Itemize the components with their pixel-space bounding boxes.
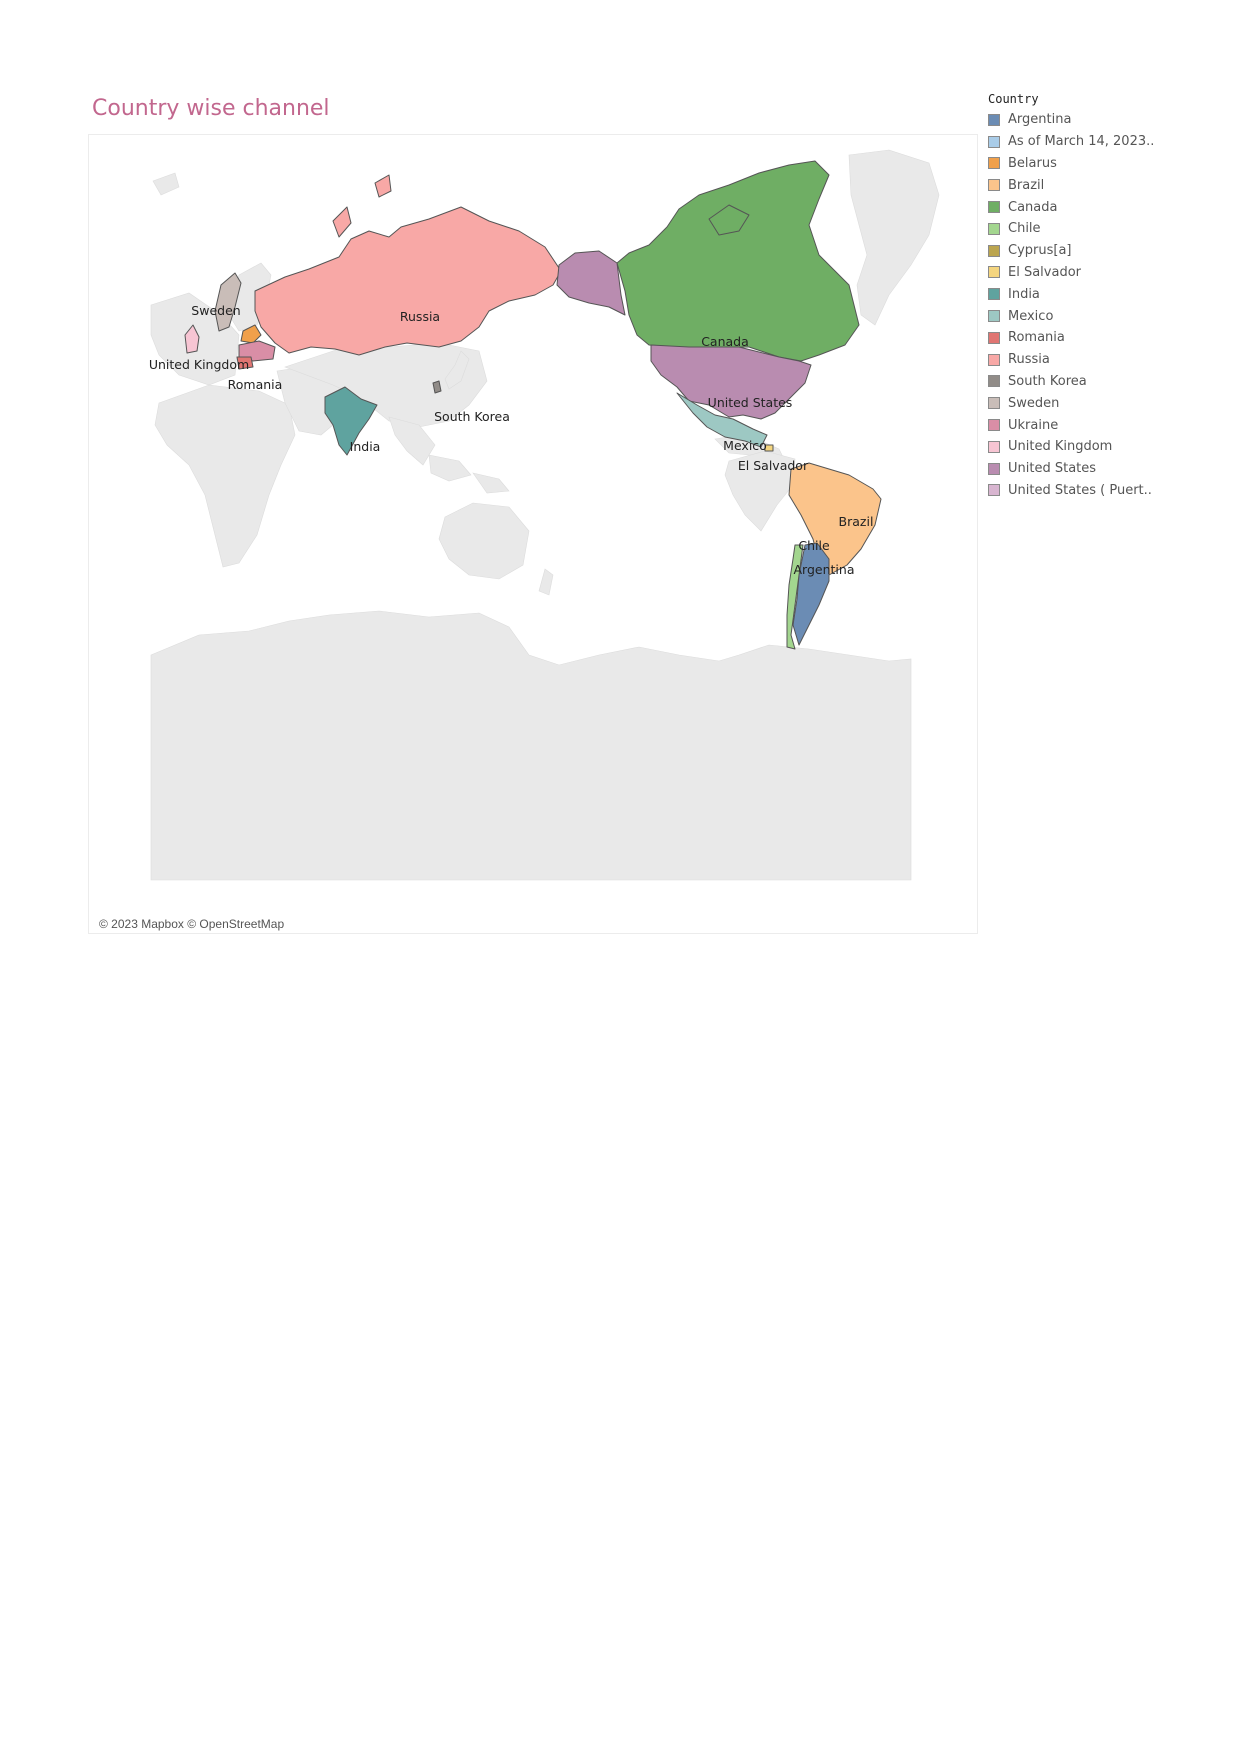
- country-romania[interactable]: [236, 356, 254, 370]
- legend-swatch: [988, 484, 1000, 497]
- legend-swatch: [988, 222, 1000, 235]
- label-chile: Chile: [798, 538, 830, 553]
- country-russia-islands-2[interactable]: [374, 174, 392, 198]
- legend-label: Mexico: [1008, 308, 1054, 324]
- legend-label: United States: [1008, 461, 1097, 477]
- label-canada: Canada: [701, 334, 749, 349]
- legend-swatch: [988, 462, 1000, 475]
- label-el-salvador: El Salvador: [738, 458, 809, 473]
- legend-items: Argentina As of March 14, 2023.. Belarus Br…: [988, 109, 1228, 501]
- legend-swatch: [988, 375, 1000, 388]
- label-sweden: Sweden: [191, 303, 240, 318]
- legend-label: As of March 14, 2023..: [1008, 134, 1155, 150]
- label-mexico: Mexico: [723, 438, 767, 453]
- country-india[interactable]: [324, 386, 378, 456]
- legend-swatch: [988, 179, 1000, 192]
- legend-item[interactable]: United Kingdom: [988, 436, 1228, 458]
- legend-item[interactable]: Mexico: [988, 305, 1228, 327]
- country-el-salvador[interactable]: [764, 444, 774, 452]
- legend-label: Brazil: [1008, 177, 1045, 193]
- country-labels: Sweden United Kingdom Romania Russia Sou…: [149, 303, 874, 577]
- country-belarus[interactable]: [240, 324, 262, 344]
- country-russia-islands[interactable]: [332, 206, 352, 238]
- legend-swatch: [988, 353, 1000, 366]
- legend-item[interactable]: El Salvador: [988, 262, 1228, 284]
- legend-swatch: [988, 419, 1000, 432]
- label-united-states: United States: [708, 395, 793, 410]
- country-brazil[interactable]: [788, 462, 882, 576]
- legend-swatch: [988, 266, 1000, 279]
- country-russia[interactable]: [254, 206, 562, 356]
- country-united-states[interactable]: [650, 344, 812, 420]
- legend-item[interactable]: Romania: [988, 327, 1228, 349]
- country-chile[interactable]: [786, 544, 804, 650]
- country-canada-islands[interactable]: [708, 204, 750, 236]
- legend-label: Argentina: [1008, 112, 1072, 128]
- legend-title: Country: [988, 92, 1039, 106]
- legend-swatch: [988, 113, 1000, 126]
- legend-label: Russia: [1008, 352, 1050, 368]
- legend-item[interactable]: South Korea: [988, 371, 1228, 393]
- country-south-korea[interactable]: [432, 380, 442, 394]
- legend-label: Chile: [1008, 221, 1041, 237]
- label-uk: United Kingdom: [149, 357, 249, 372]
- legend-item[interactable]: Belarus: [988, 153, 1228, 175]
- legend-item[interactable]: Ukraine: [988, 414, 1228, 436]
- legend-item[interactable]: India: [988, 283, 1228, 305]
- legend-item[interactable]: United States ( Puert..: [988, 480, 1228, 502]
- legend-label: Belarus: [1008, 155, 1057, 171]
- legend-label: Cyprus[a]: [1008, 243, 1072, 259]
- map-container[interactable]: Sweden United Kingdom Romania Russia Sou…: [88, 134, 978, 934]
- legend-label: Romania: [1008, 330, 1065, 346]
- legend-swatch: [988, 244, 1000, 257]
- legend-swatch: [988, 331, 1000, 344]
- legend-item[interactable]: As of March 14, 2023..: [988, 131, 1228, 153]
- label-brazil: Brazil: [839, 514, 874, 529]
- label-south-korea: South Korea: [434, 409, 510, 424]
- legend-label: India: [1008, 286, 1040, 302]
- legend-item[interactable]: United States: [988, 458, 1228, 480]
- legend-swatch: [988, 310, 1000, 323]
- label-argentina: Argentina: [794, 562, 855, 577]
- legend-label: Ukraine: [1008, 417, 1059, 433]
- chart-title: Country wise channel: [92, 96, 330, 121]
- legend-label: El Salvador: [1008, 264, 1081, 280]
- legend-swatch: [988, 135, 1000, 148]
- label-romania: Romania: [228, 377, 283, 392]
- legend-item[interactable]: Sweden: [988, 392, 1228, 414]
- legend-swatch: [988, 397, 1000, 410]
- legend-item[interactable]: Chile: [988, 218, 1228, 240]
- label-russia: Russia: [400, 309, 440, 324]
- country-sweden[interactable]: [214, 272, 242, 332]
- legend-label: United Kingdom: [1008, 439, 1113, 455]
- legend-item[interactable]: Cyprus[a]: [988, 240, 1228, 262]
- label-india: India: [350, 439, 381, 454]
- legend-swatch: [988, 288, 1000, 301]
- map-attribution[interactable]: © 2023 Mapbox © OpenStreetMap: [95, 916, 289, 932]
- country-us-alaska[interactable]: [556, 250, 626, 316]
- country-argentina[interactable]: [792, 542, 830, 646]
- legend-swatch: [988, 157, 1000, 170]
- legend-label: Sweden: [1008, 395, 1060, 411]
- legend-label: South Korea: [1008, 373, 1087, 389]
- country-mexico[interactable]: [676, 392, 768, 448]
- world-map[interactable]: Sweden United Kingdom Romania Russia Sou…: [89, 135, 977, 933]
- legend: Country Argentina As of March 14, 2023.. B…: [988, 92, 1228, 501]
- country-uk[interactable]: [184, 324, 200, 354]
- legend-label: United States ( Puert..: [1008, 482, 1152, 498]
- legend-swatch: [988, 201, 1000, 214]
- legend-label: Canada: [1008, 199, 1058, 215]
- legend-swatch: [988, 440, 1000, 453]
- country-shapes[interactable]: [184, 160, 882, 650]
- legend-item[interactable]: Brazil: [988, 174, 1228, 196]
- legend-item[interactable]: Argentina: [988, 109, 1228, 131]
- legend-item[interactable]: Canada: [988, 196, 1228, 218]
- legend-item[interactable]: Russia: [988, 349, 1228, 371]
